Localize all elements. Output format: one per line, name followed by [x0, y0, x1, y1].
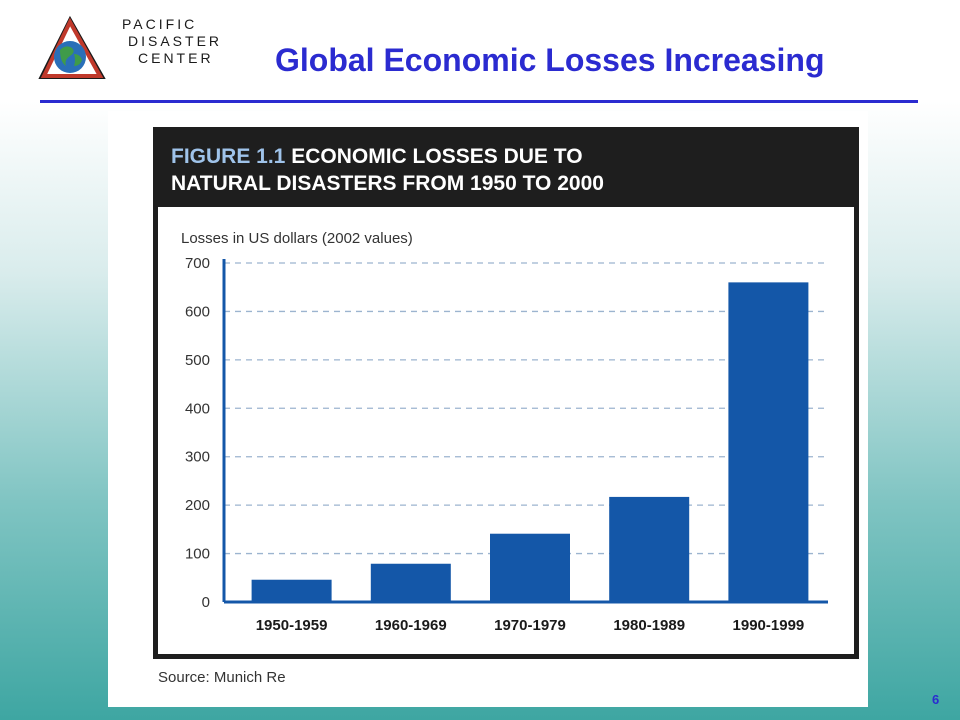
y-tick-labels: 0 100 200 300 400 500 600 700: [185, 255, 210, 611]
bar-1960-1969: [370, 563, 451, 602]
figure-panel: FIGURE 1.1 ECONOMIC LOSSES DUE TO NATURA…: [108, 111, 868, 707]
bar-1970-1979: [490, 533, 570, 602]
bar-chart: Losses in US dollars (2002 values) 0 100 2…: [181, 230, 828, 634]
logo-line-2: DISASTER: [128, 33, 223, 49]
figure-caption-line-2: NATURAL DISASTERS FROM 1950 TO 2000: [171, 172, 604, 195]
y-tick-label: 500: [185, 352, 210, 369]
x-category-label: 1980-1989: [613, 617, 685, 634]
logo-text: PACIFIC DISASTER CENTER: [114, 16, 222, 67]
figure-caption: FIGURE 1.1 ECONOMIC LOSSES DUE TO NATURA…: [171, 143, 841, 197]
y-tick-label: 300: [185, 449, 210, 466]
x-category-labels: 1950-1959 1960-1969 1970-1979 1980-1989 1990…: [256, 617, 805, 634]
figure-source: Source: Munich Re: [158, 669, 286, 686]
slide-title: Global Economic Losses Increasing: [275, 42, 825, 78]
x-category-label: 1950-1959: [256, 617, 328, 634]
x-category-label: 1970-1979: [494, 617, 566, 634]
logo-triangle-globe-icon: [38, 15, 106, 79]
bar-1950-1959: [251, 579, 332, 602]
page-number: 6: [932, 692, 940, 707]
figure-number: FIGURE 1.1: [171, 145, 286, 168]
bar-1990-1999: [728, 282, 809, 602]
bars: [251, 282, 809, 602]
y-tick-label: 700: [185, 255, 210, 272]
logo-line-3: CENTER: [138, 50, 214, 66]
y-tick-label: 400: [185, 400, 210, 417]
x-category-label: 1960-1969: [375, 617, 447, 634]
y-axis-label: Losses in US dollars (2002 values): [181, 230, 413, 247]
x-category-label: 1990-1999: [733, 617, 805, 634]
y-tick-label: 0: [202, 594, 210, 611]
bar-1980-1989: [609, 496, 690, 602]
y-tick-label: 600: [185, 303, 210, 320]
gridlines: [224, 262, 828, 555]
title-underline: [40, 100, 918, 103]
chart-area: Losses in US dollars (2002 values) 0 100 2…: [158, 207, 854, 654]
logo-line-1: PACIFIC: [122, 16, 198, 32]
pacific-disaster-center-logo: PACIFIC DISASTER CENTER: [36, 14, 219, 84]
figure-caption-line-1: ECONOMIC LOSSES DUE TO: [291, 145, 583, 168]
y-tick-label: 100: [185, 546, 210, 563]
y-tick-label: 200: [185, 497, 210, 514]
figure-frame: FIGURE 1.1 ECONOMIC LOSSES DUE TO NATURA…: [153, 127, 859, 659]
